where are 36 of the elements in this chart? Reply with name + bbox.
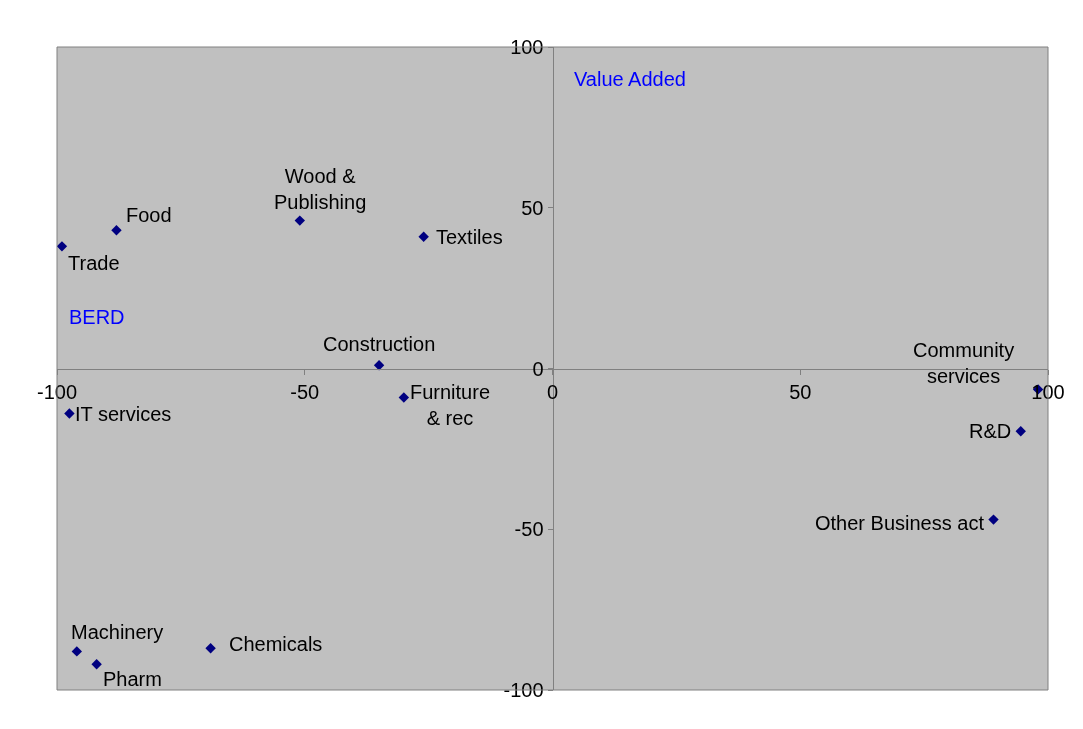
point bbox=[398, 392, 410, 403]
point bbox=[64, 408, 75, 419]
point bbox=[418, 231, 429, 242]
annotation: Chemicals bbox=[229, 633, 323, 655]
x-tick-label: 0 bbox=[546, 380, 559, 403]
annotation: Machinery bbox=[71, 621, 164, 643]
annotation: Furniture & rec bbox=[410, 381, 491, 429]
y-tick-label: 50 bbox=[521, 196, 544, 219]
annotation: Pharm bbox=[103, 668, 162, 690]
point bbox=[71, 646, 83, 657]
point bbox=[57, 241, 68, 252]
annotation: Other Business act bbox=[815, 512, 985, 534]
annotation: Construction bbox=[323, 333, 436, 355]
y-tick-label: 100 bbox=[510, 36, 544, 58]
point bbox=[294, 215, 305, 226]
point bbox=[91, 659, 102, 670]
x-axis-title: BERD bbox=[69, 306, 125, 328]
x-tick-label: 100 bbox=[1031, 380, 1065, 403]
annotation: Community services bbox=[913, 339, 1015, 387]
point bbox=[205, 643, 216, 654]
x-tick-label: -100 bbox=[36, 380, 78, 403]
y-tick-label: -50 bbox=[514, 518, 544, 541]
x-tick-label: -50 bbox=[290, 380, 320, 403]
y-axis-title: Value Added bbox=[574, 68, 686, 90]
point bbox=[988, 514, 999, 525]
point bbox=[111, 225, 122, 236]
y-tick-label: 0 bbox=[532, 357, 544, 380]
annotation: R&D bbox=[969, 420, 1012, 442]
annotation: IT services bbox=[75, 403, 172, 425]
annotation: Food bbox=[126, 204, 172, 226]
annotation: Wood & Publishing bbox=[274, 165, 367, 213]
x-tick-label: 50 bbox=[789, 380, 812, 403]
annotation: Textiles bbox=[436, 226, 503, 248]
point bbox=[1015, 425, 1026, 437]
y-tick-label: -100 bbox=[503, 679, 544, 701]
annotation: Trade bbox=[68, 252, 120, 274]
